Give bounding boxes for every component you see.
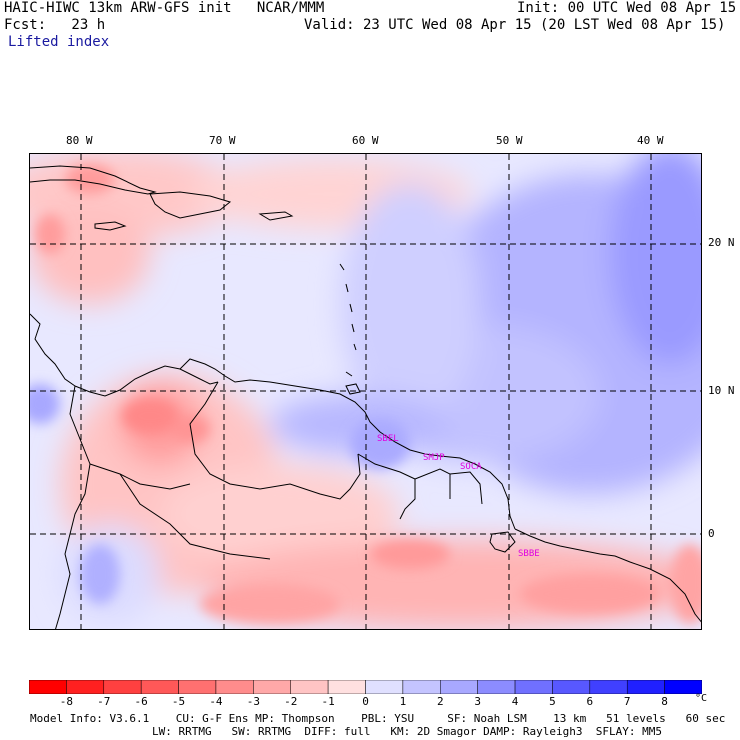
station-labels: SBEL SMJP SOCA SBBE xyxy=(377,434,540,559)
coastlines xyxy=(30,165,701,629)
colorbar-cell xyxy=(664,680,702,694)
lon-label-70w: 70 W xyxy=(209,134,236,147)
colorbar-cell xyxy=(103,680,142,694)
station-soca: SOCA xyxy=(460,462,482,472)
colorbar-cell xyxy=(253,680,291,694)
colorbar-cell xyxy=(178,680,217,694)
lat-label-10n: 10 N xyxy=(708,384,735,397)
colorbar-cell xyxy=(589,680,628,694)
colorbar-cell xyxy=(140,680,179,694)
colorbar-tick-label: -7 xyxy=(97,695,111,708)
lat-label-0: 0 xyxy=(708,527,715,540)
field-name: Lifted index xyxy=(8,34,110,50)
colorbar-cell xyxy=(514,680,553,694)
colorbar-cell xyxy=(552,680,591,694)
colorbar-tick-label: 4 xyxy=(511,695,519,708)
colorbar-cell xyxy=(402,680,441,694)
colorbar-tick-label: 3 xyxy=(474,695,481,708)
station-smjp: SMJP xyxy=(423,453,445,463)
colorbar-tick-label: 6 xyxy=(586,695,594,708)
map-title: HAIC-HIWC 13km ARW-GFS init NCAR/MMM xyxy=(4,0,325,16)
colorbar-tick-label: -2 xyxy=(284,695,298,708)
colorbar-unit: °C xyxy=(695,693,708,704)
station-sbel: SBEL xyxy=(377,434,399,444)
lat-lon-grid xyxy=(30,154,701,629)
colorbar-cell xyxy=(327,680,366,694)
colorbar-tick-label: -4 xyxy=(209,695,223,708)
colorbar-tick-label: 1 xyxy=(399,695,407,708)
colorbar-cell xyxy=(215,680,254,694)
colorbar-tick-label: -6 xyxy=(134,695,148,708)
lon-label-50w: 50 W xyxy=(496,134,523,147)
valid-time: Valid: 23 UTC Wed 08 Apr 15 (20 LST Wed … xyxy=(304,17,726,33)
colorbar-tick-label: 2 xyxy=(436,695,444,708)
map-canvas: SBEL SMJP SOCA SBBE xyxy=(30,154,701,629)
colorbar-tick-label: -3 xyxy=(246,695,260,708)
colorbar-tick-label: -5 xyxy=(171,695,186,708)
lon-label-80w: 80 W xyxy=(66,134,93,147)
colorbar-cell xyxy=(626,680,665,694)
colorbar-tick-label: 0 xyxy=(362,695,369,708)
colorbar-cell xyxy=(29,680,67,694)
forecast-hour: Fcst: 23 h xyxy=(4,17,106,33)
colorbar-cell xyxy=(66,680,105,694)
lat-label-20n: 20 N xyxy=(708,236,735,249)
colorbar-cell xyxy=(365,680,404,694)
colorbar xyxy=(29,680,702,694)
colorbar-tick-label: 7 xyxy=(623,695,631,708)
station-sbbe: SBBE xyxy=(518,549,540,559)
colorbar-tick-label: 8 xyxy=(661,695,668,708)
colorbar-tick-label: -8 xyxy=(59,695,73,708)
init-time: Init: 00 UTC Wed 08 Apr 15 xyxy=(517,0,737,16)
model-info-line2: LW: RRTMG SW: RRTMG DIFF: full KM: 2D Sm… xyxy=(152,725,662,738)
lifted-index-map: SBEL SMJP SOCA SBBE xyxy=(29,153,702,630)
colorbar-tick-label: -1 xyxy=(321,695,335,708)
colorbar-cell xyxy=(290,680,329,694)
colorbar-cell xyxy=(440,680,478,694)
colorbar-tick-label: 5 xyxy=(549,695,556,708)
colorbar-cell xyxy=(477,680,516,694)
model-info-line1: Model Info: V3.6.1 CU: G-F Ens MP: Thomp… xyxy=(30,712,726,725)
lon-label-40w: 40 W xyxy=(637,134,664,147)
lon-label-60w: 60 W xyxy=(352,134,379,147)
